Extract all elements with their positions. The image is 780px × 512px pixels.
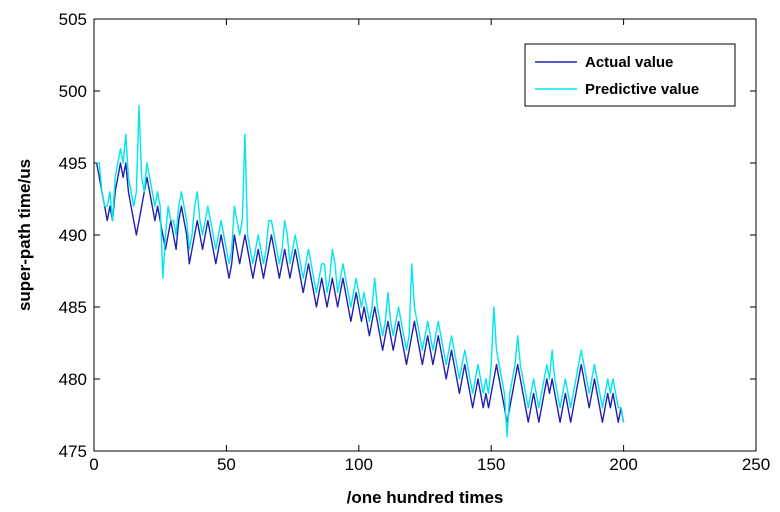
y-tick-label: 485 (59, 298, 87, 317)
x-tick-label: 100 (345, 455, 373, 474)
legend-label-actual-value: Actual value (585, 54, 673, 71)
x-tick-label: 0 (89, 455, 98, 474)
y-axis-title: super-path time/us (15, 159, 34, 311)
x-tick-label: 250 (742, 455, 770, 474)
y-tick-label: 480 (59, 370, 87, 389)
legend-box (524, 43, 736, 107)
series-lines (95, 104, 625, 438)
x-axis-title: /one hundred times (347, 488, 504, 507)
axis-ticks: 0 50 100 150 200 250 475 480 485 490 495 500 505 (59, 10, 771, 474)
x-tick-label: 200 (609, 455, 637, 474)
y-tick-label: 505 (59, 10, 87, 29)
y-tick-label: 495 (59, 154, 87, 173)
series-line-predictive-value (96, 104, 625, 438)
y-tick-label: 475 (59, 442, 87, 461)
y-tick-label: 490 (59, 226, 87, 245)
y-tick-label: 500 (59, 82, 87, 101)
series-line-actual-value (95, 162, 625, 423)
legend-label-predictive-value: Predictive value (585, 81, 699, 98)
plot-area-frame (93, 18, 757, 452)
x-tick-label: 150 (477, 455, 505, 474)
x-tick-label: 50 (217, 455, 236, 474)
legend: Actual value Predictive value (524, 43, 736, 107)
